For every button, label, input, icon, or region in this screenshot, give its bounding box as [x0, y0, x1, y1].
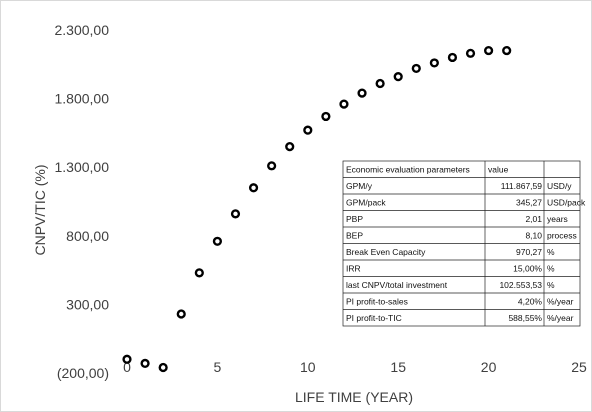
data-points	[122, 45, 512, 373]
data-point	[375, 78, 385, 89]
x-tick-label: 0	[123, 359, 131, 375]
table-cell: 15,00%	[513, 264, 542, 274]
data-point	[140, 358, 150, 368]
table-cell: last CNPV/total investment	[346, 280, 448, 290]
y-tick-labels: 2.300,00 1.800,00 1.300,00 800,00 300,00 (200…	[55, 22, 110, 381]
data-point	[122, 354, 132, 364]
data-point	[303, 125, 313, 135]
data-point	[465, 48, 476, 58]
data-point	[411, 63, 421, 74]
x-tick-label: 20	[481, 359, 497, 375]
table-cell: PI profit-to-sales	[346, 297, 408, 307]
economic-parameters-table: Economic evaluation parameters value GPM/y…	[342, 160, 586, 327]
table-cell: Break Even Capacity	[346, 247, 426, 257]
y-tick-label: 800,00	[66, 228, 109, 244]
table-cell: value	[488, 165, 509, 175]
y-tick-label: (200,00)	[57, 365, 109, 381]
table-cell: 970,27	[516, 247, 542, 257]
table-cell: 2,01	[525, 214, 542, 224]
table-cell: Economic evaluation parameters	[346, 165, 470, 175]
table-cell: GPM/y	[346, 181, 373, 191]
table-cell: process	[547, 231, 577, 241]
data-point	[267, 161, 277, 171]
x-tick-labels: 0 5 10 15 20 25	[123, 359, 587, 375]
data-point	[357, 88, 367, 98]
table-cell: PBP	[346, 214, 363, 224]
data-point	[429, 58, 439, 68]
data-point	[339, 99, 349, 109]
x-tick-label: 15	[390, 359, 406, 375]
table-cell: USD/pack	[547, 198, 586, 208]
table-cell: %	[547, 280, 555, 290]
table-cell: 345,27	[516, 198, 542, 208]
table-cell: %	[547, 264, 555, 274]
y-tick-label: 1.300,00	[55, 159, 110, 175]
data-point	[447, 52, 458, 63]
data-point	[285, 142, 295, 152]
x-tick-label: 10	[300, 359, 316, 375]
y-tick-label: 2.300,00	[55, 22, 110, 38]
y-tick-label: 1.800,00	[55, 91, 110, 107]
table-cell: USD/y	[547, 181, 572, 191]
table-cell: 102.553,53	[499, 280, 542, 290]
data-point	[484, 45, 494, 56]
data-point	[194, 268, 204, 278]
y-axis-title: CNPV/TIC (%)	[32, 165, 48, 256]
data-point	[230, 209, 241, 219]
table-cell: 111.867,59	[501, 181, 543, 191]
data-point	[321, 111, 331, 122]
x-tick-label: 25	[571, 359, 587, 375]
x-axis-title: LIFE TIME (YEAR)	[295, 389, 413, 405]
table-cell: PI profit-to-TIC	[346, 313, 402, 323]
data-point	[393, 72, 403, 82]
table-cell: IRR	[346, 264, 361, 274]
table-cell: 588,55%	[508, 313, 542, 323]
table-cell: %	[547, 247, 555, 257]
table-cell: BEP	[346, 231, 363, 241]
table-cell: 4,20%	[518, 297, 543, 307]
data-point	[212, 236, 223, 246]
table-cell: years	[547, 214, 568, 224]
data-point	[248, 183, 259, 193]
table-cell: 8,10	[525, 231, 542, 241]
data-point	[502, 45, 512, 56]
data-point	[176, 309, 186, 319]
x-tick-label: 5	[214, 359, 222, 375]
table-cell: %/year	[547, 297, 574, 307]
table-cell: GPM/pack	[346, 198, 386, 208]
data-point	[158, 362, 168, 373]
y-tick-label: 300,00	[66, 296, 109, 312]
table-cell: %/year	[547, 313, 574, 323]
